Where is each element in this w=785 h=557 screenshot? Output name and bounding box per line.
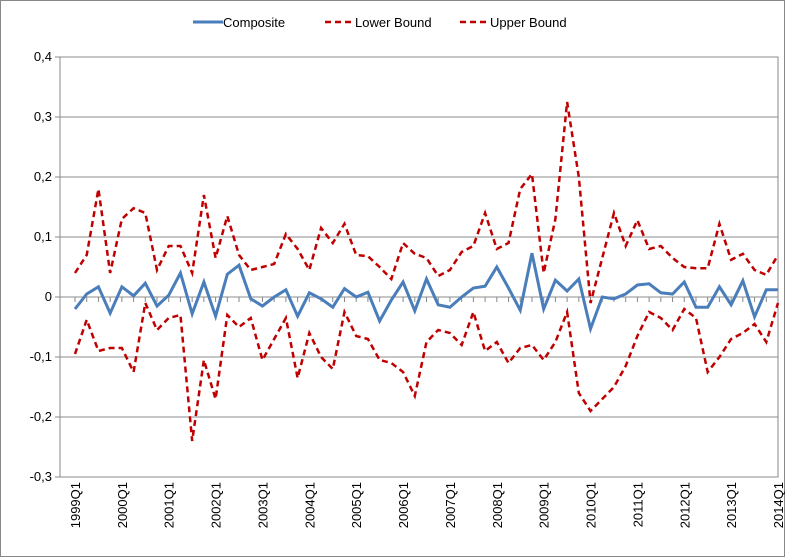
x-tick-label: 2013Q1 bbox=[724, 482, 739, 528]
x-tick-label: 2006Q1 bbox=[396, 482, 411, 528]
x-tick-label: 1999Q1 bbox=[68, 482, 83, 528]
x-tick-label: 2009Q1 bbox=[537, 482, 552, 528]
y-tick-label: 0,2 bbox=[34, 169, 52, 184]
x-tick-label: 2007Q1 bbox=[443, 482, 458, 528]
y-tick-label: -0,1 bbox=[30, 349, 52, 364]
y-tick-label: 0,4 bbox=[34, 49, 52, 64]
x-tick-label: 2002Q1 bbox=[209, 482, 224, 528]
legend-label: Upper Bound bbox=[490, 15, 567, 30]
y-tick-label: 0,3 bbox=[34, 109, 52, 124]
series-line bbox=[73, 101, 780, 304]
x-tick-label: 2014Q1 bbox=[771, 482, 785, 528]
y-tick-label: -0,2 bbox=[30, 409, 52, 424]
x-tick-label: 2010Q1 bbox=[584, 482, 599, 528]
x-tick-label: 2008Q1 bbox=[490, 482, 505, 528]
x-tick-label: 2003Q1 bbox=[255, 482, 270, 528]
legend-label: Lower Bound bbox=[355, 15, 432, 30]
x-tick-label: 2000Q1 bbox=[115, 482, 130, 528]
x-tick-label: 2005Q1 bbox=[349, 482, 364, 528]
x-tick-label: 2004Q1 bbox=[302, 482, 317, 528]
series-line bbox=[73, 252, 778, 335]
series-line bbox=[73, 298, 780, 442]
x-tick-label: 2012Q1 bbox=[677, 482, 692, 528]
legend-label: Composite bbox=[223, 15, 285, 30]
x-tick-label: 2011Q1 bbox=[630, 482, 645, 527]
y-tick-label: 0,1 bbox=[34, 229, 52, 244]
x-tick-label: 2001Q1 bbox=[162, 482, 177, 528]
y-tick-label: -0,3 bbox=[30, 469, 52, 484]
y-tick-label: 0 bbox=[45, 289, 52, 304]
